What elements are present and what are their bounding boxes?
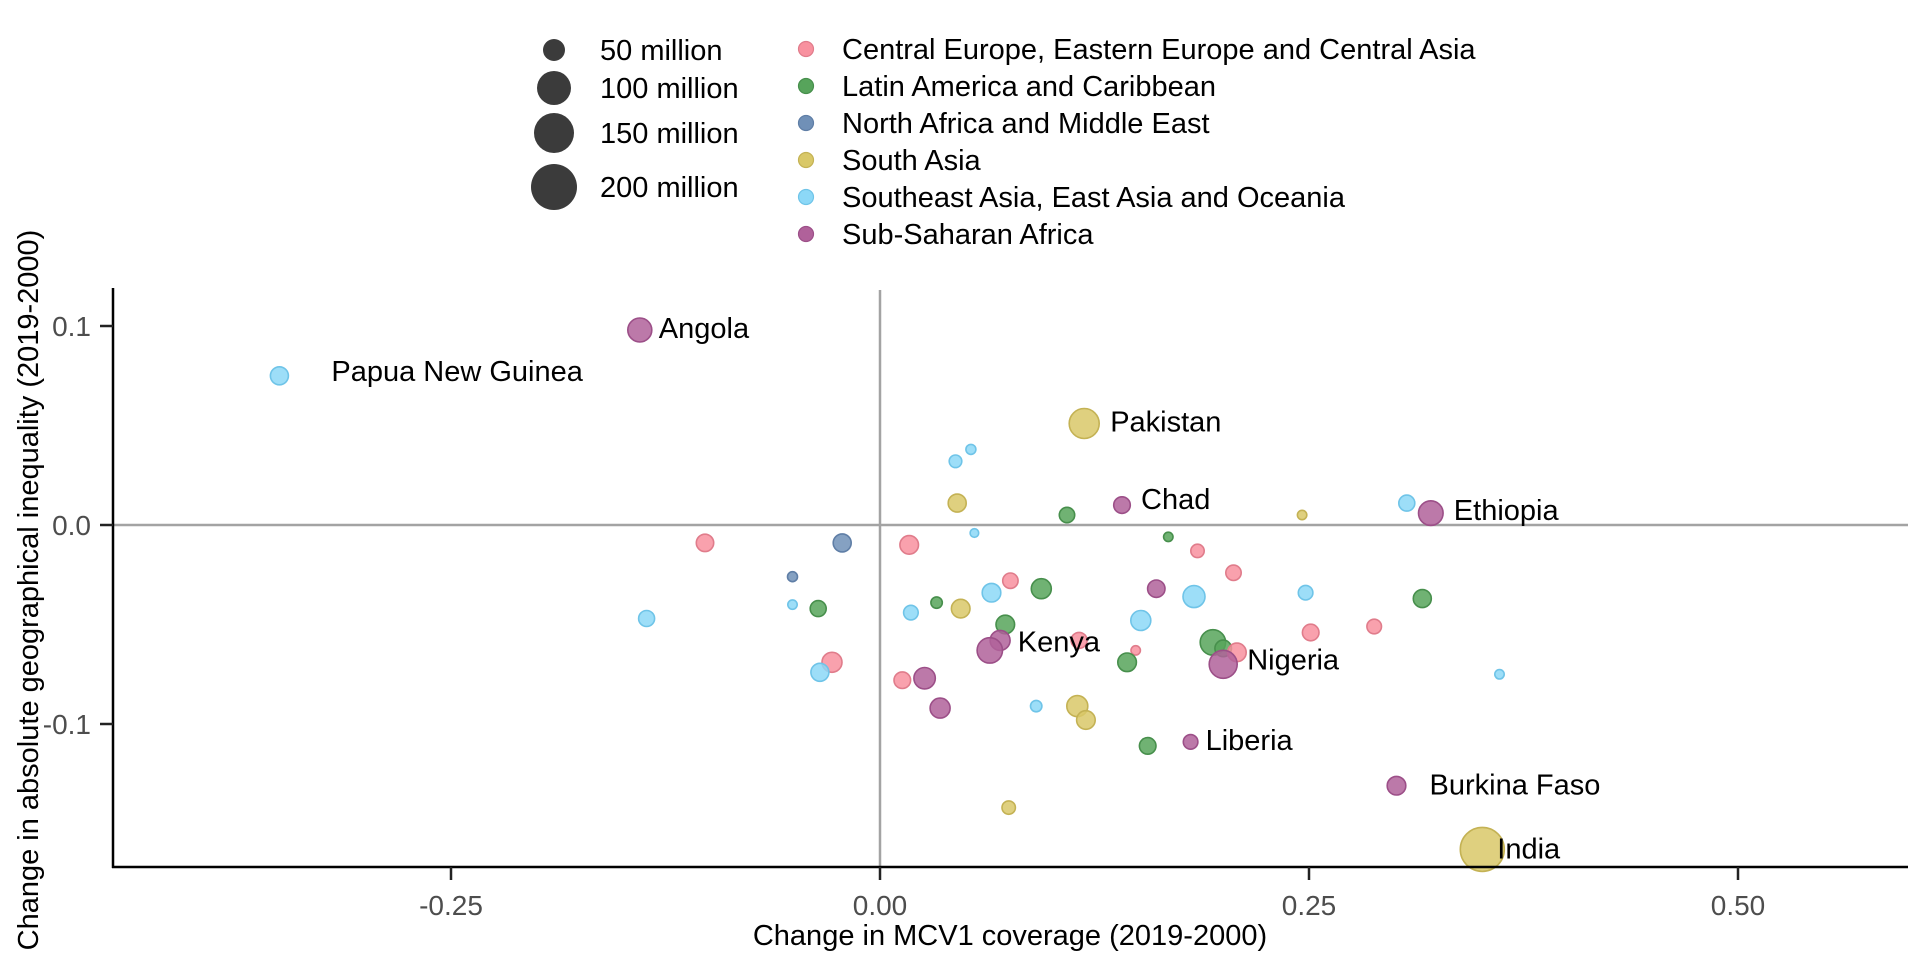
data-point [965,443,977,456]
x-tick-label: 0.00 [853,890,908,921]
size-legend-label: 50 million [600,35,723,67]
data-point [1412,588,1433,609]
x-tick-label: -0.25 [419,890,483,921]
data-point [976,636,1004,664]
axes-layer: -0.25 0.00 0.25 0.50 0.1 0.0 -0.1 [43,288,1908,921]
data-point [981,582,1002,603]
data-point [1130,609,1152,632]
data-point [913,666,937,690]
x-tick-label: 0.50 [1711,890,1766,921]
data-point [929,697,951,719]
country-label: Burkina Faso [1430,770,1601,802]
color-legend-label: Central Europe, Eastern Europe and Centr… [842,34,1476,66]
data-point [950,598,971,619]
size-legend-circle [534,113,574,153]
data-point [1001,800,1017,816]
color-legend-dot [797,188,815,206]
data-point [969,527,980,539]
data-point [809,599,828,618]
data-point [1386,775,1407,796]
y-axis-title: Change in absolute geographical inequali… [13,230,45,951]
data-point [1030,577,1053,600]
y-tick-label: 0.0 [52,510,91,541]
y-tick-label: -0.1 [43,709,91,740]
color-legend-dot [797,114,815,132]
color-legend-label: North Africa and Middle East [842,108,1210,140]
country-label: Nigeria [1247,644,1340,676]
country-label: Papua New Guinea [331,356,583,388]
size-legend-circle [543,39,565,61]
legend-layer: 50 million 100 million 150 million 200 mill… [531,34,1476,251]
country-label: Kenya [1018,626,1101,658]
data-point [1366,618,1383,635]
data-point [1116,652,1138,673]
data-points-layer [269,317,1506,873]
data-point [1296,509,1308,521]
data-point [1225,564,1243,582]
color-legend-label: Sub-Saharan Africa [842,219,1094,251]
data-point [695,533,715,553]
data-point [1029,699,1043,713]
x-axis-title: Change in MCV1 coverage (2019-2000) [753,920,1267,952]
data-point [1068,407,1100,440]
data-point [1001,572,1019,590]
data-point [1138,736,1157,756]
color-legend-dot [797,77,815,95]
data-point [626,317,653,343]
data-point [1182,733,1199,751]
color-legend-dot [797,151,815,169]
data-point [899,534,920,556]
data-point [832,533,853,553]
data-point [269,365,290,386]
country-label: Liberia [1206,725,1294,757]
data-point [1301,623,1320,642]
country-label: India [1497,833,1561,865]
data-point [637,609,656,628]
data-point [1070,631,1088,650]
data-point [1162,531,1174,543]
data-point [1075,709,1096,731]
country-label: Angola [659,313,750,345]
size-legend-label: 200 million [600,172,739,204]
size-legend-circle [537,71,571,105]
data-point [786,599,798,611]
country-labels-layer: Papua New Guinea Angola Pakistan Chad Ethiop… [331,313,1600,865]
data-point [948,454,963,469]
data-point [1208,649,1238,680]
reference-lines-layer [113,290,1908,867]
data-point [902,604,920,621]
data-point [1182,584,1206,609]
color-legend-dot [797,40,815,58]
y-tick-label: 0.1 [52,311,91,342]
size-legend-label: 100 million [600,73,739,105]
data-point [1112,496,1132,515]
country-label: Chad [1141,484,1210,516]
data-point [1190,543,1206,559]
country-label: Ethiopia [1454,495,1560,527]
data-point [930,596,944,610]
country-label: Pakistan [1110,407,1221,439]
data-point [893,671,912,690]
data-point [1058,506,1076,524]
color-legend-dot [797,225,815,243]
data-point [810,662,830,683]
data-point [1146,579,1166,599]
size-legend-circle [531,164,577,210]
size-legend-label: 150 million [600,118,739,150]
data-point [1459,826,1506,873]
data-point [1297,584,1314,601]
color-legend-label: South Asia [842,145,982,177]
x-tick-label: 0.25 [1282,890,1337,921]
data-point [786,570,799,583]
data-point [1398,494,1416,512]
data-point [1417,499,1444,527]
data-point [1494,668,1506,680]
color-legend-label: Latin America and Caribbean [842,71,1216,103]
data-point [1130,644,1142,656]
data-point [947,493,968,513]
color-legend-label: Southeast Asia, East Asia and Oceania [842,182,1346,214]
